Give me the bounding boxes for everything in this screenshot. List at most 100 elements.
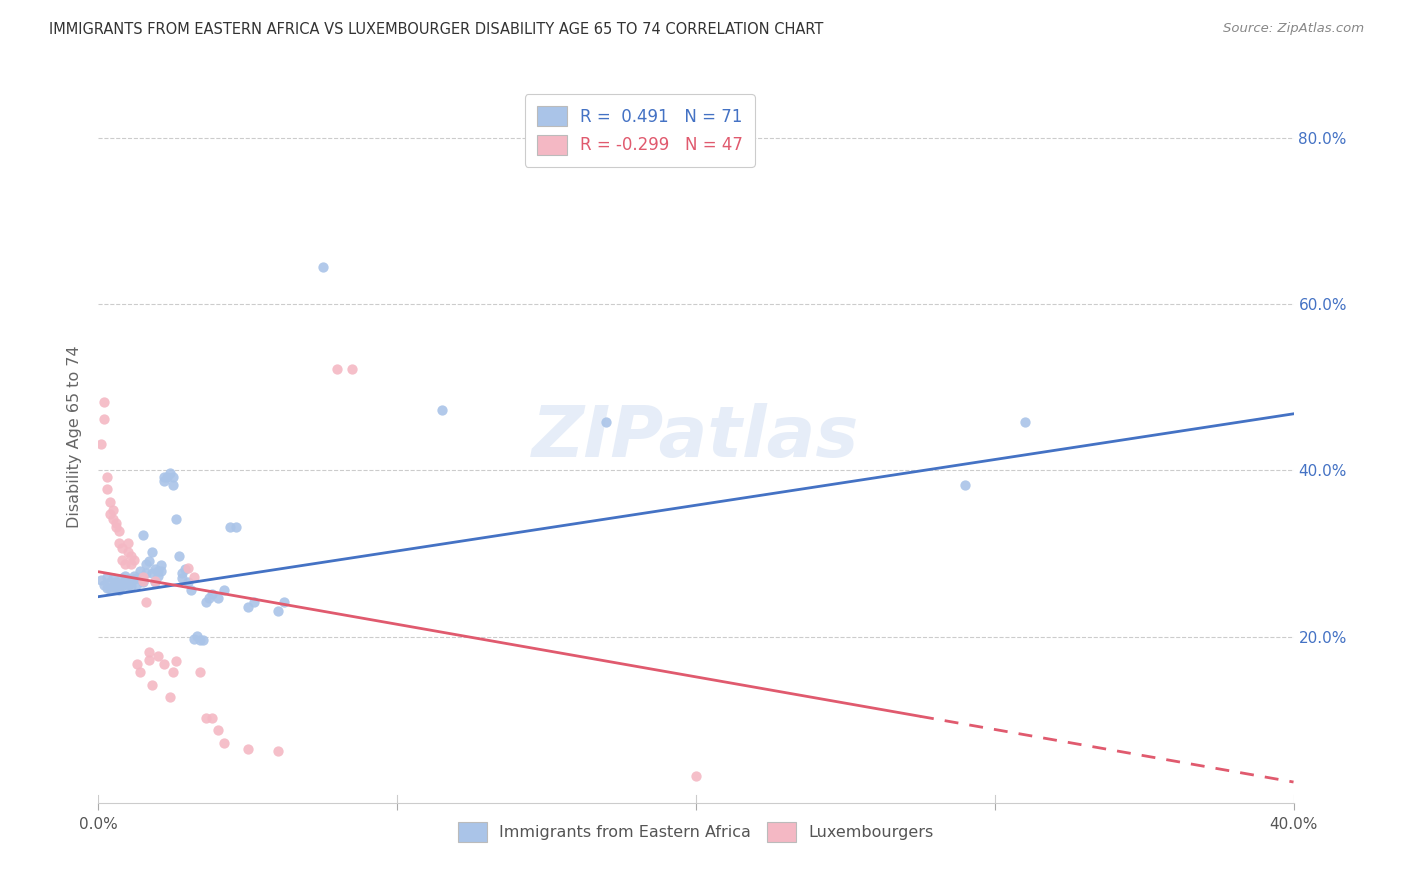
Point bbox=[430, 403, 453, 417]
Point bbox=[105, 520, 128, 534]
Point bbox=[143, 562, 166, 576]
Point bbox=[188, 665, 211, 680]
Point bbox=[103, 511, 125, 525]
Point bbox=[148, 569, 170, 583]
Point bbox=[103, 579, 125, 593]
Point bbox=[236, 599, 259, 614]
Point bbox=[159, 466, 181, 480]
Y-axis label: Disability Age 65 to 74: Disability Age 65 to 74 bbox=[67, 346, 83, 528]
Point bbox=[267, 604, 290, 618]
Point bbox=[124, 572, 146, 586]
Point bbox=[135, 558, 157, 572]
Point bbox=[201, 711, 224, 725]
Point bbox=[172, 566, 194, 581]
Point bbox=[111, 553, 134, 567]
Point bbox=[195, 711, 218, 725]
Point bbox=[105, 581, 128, 595]
Point bbox=[132, 574, 155, 589]
Point bbox=[165, 655, 187, 669]
Point bbox=[114, 574, 136, 589]
Point bbox=[207, 591, 229, 606]
Point bbox=[111, 541, 134, 555]
Point bbox=[132, 574, 155, 588]
Point bbox=[172, 570, 194, 584]
Point bbox=[225, 520, 247, 534]
Point bbox=[1014, 415, 1036, 429]
Point bbox=[162, 470, 184, 484]
Point bbox=[177, 561, 200, 575]
Point bbox=[127, 570, 149, 584]
Point bbox=[195, 595, 218, 609]
Point bbox=[111, 570, 134, 584]
Legend: Immigrants from Eastern Africa, Luxembourgers: Immigrants from Eastern Africa, Luxembou… bbox=[450, 814, 942, 850]
Point bbox=[177, 574, 200, 589]
Point bbox=[93, 411, 115, 425]
Point bbox=[953, 478, 976, 492]
Point bbox=[129, 564, 152, 578]
Point bbox=[207, 723, 229, 738]
Point bbox=[138, 644, 160, 658]
Point bbox=[267, 744, 290, 758]
Point bbox=[98, 574, 122, 589]
Point bbox=[198, 591, 221, 606]
Point bbox=[153, 470, 176, 484]
Point bbox=[180, 582, 202, 597]
Point bbox=[108, 582, 131, 597]
Point bbox=[120, 549, 142, 563]
Point bbox=[111, 579, 134, 593]
Point bbox=[685, 769, 707, 783]
Point bbox=[96, 470, 118, 484]
Point bbox=[165, 511, 187, 525]
Point bbox=[117, 536, 139, 550]
Point bbox=[132, 528, 155, 542]
Point bbox=[114, 569, 136, 583]
Point bbox=[153, 474, 176, 488]
Point bbox=[120, 579, 142, 593]
Point bbox=[135, 594, 157, 608]
Point bbox=[108, 577, 131, 591]
Point bbox=[153, 657, 176, 671]
Point bbox=[129, 665, 152, 680]
Point bbox=[138, 554, 160, 568]
Point bbox=[105, 574, 128, 589]
Point bbox=[96, 483, 118, 497]
Point bbox=[188, 632, 211, 647]
Point bbox=[98, 495, 122, 509]
Text: Source: ZipAtlas.com: Source: ZipAtlas.com bbox=[1223, 22, 1364, 36]
Point bbox=[183, 632, 205, 646]
Point bbox=[311, 260, 333, 274]
Point bbox=[105, 516, 128, 530]
Point bbox=[127, 577, 149, 591]
Point bbox=[114, 558, 136, 572]
Point bbox=[132, 570, 155, 584]
Point bbox=[212, 736, 235, 750]
Point bbox=[162, 478, 184, 492]
Point bbox=[143, 574, 166, 589]
Point bbox=[162, 665, 184, 680]
Point bbox=[156, 470, 179, 484]
Point bbox=[141, 678, 163, 692]
Point bbox=[108, 524, 131, 538]
Point bbox=[159, 690, 181, 705]
Point bbox=[219, 520, 242, 534]
Point bbox=[150, 564, 173, 578]
Point bbox=[98, 582, 122, 597]
Point bbox=[148, 564, 170, 578]
Point bbox=[103, 570, 125, 584]
Point bbox=[93, 395, 115, 409]
Point bbox=[108, 536, 131, 550]
Point bbox=[120, 558, 142, 572]
Point bbox=[93, 578, 115, 592]
Point bbox=[273, 595, 295, 609]
Text: ZIPatlas: ZIPatlas bbox=[533, 402, 859, 472]
Point bbox=[124, 569, 146, 583]
Point bbox=[90, 436, 112, 450]
Point bbox=[174, 562, 197, 576]
Point bbox=[117, 579, 139, 593]
Point bbox=[120, 574, 142, 589]
Point bbox=[595, 415, 617, 429]
Point bbox=[141, 566, 163, 581]
Text: IMMIGRANTS FROM EASTERN AFRICA VS LUXEMBOURGER DISABILITY AGE 65 TO 74 CORRELATI: IMMIGRANTS FROM EASTERN AFRICA VS LUXEMB… bbox=[49, 22, 824, 37]
Point bbox=[150, 558, 173, 573]
Point bbox=[236, 741, 259, 756]
